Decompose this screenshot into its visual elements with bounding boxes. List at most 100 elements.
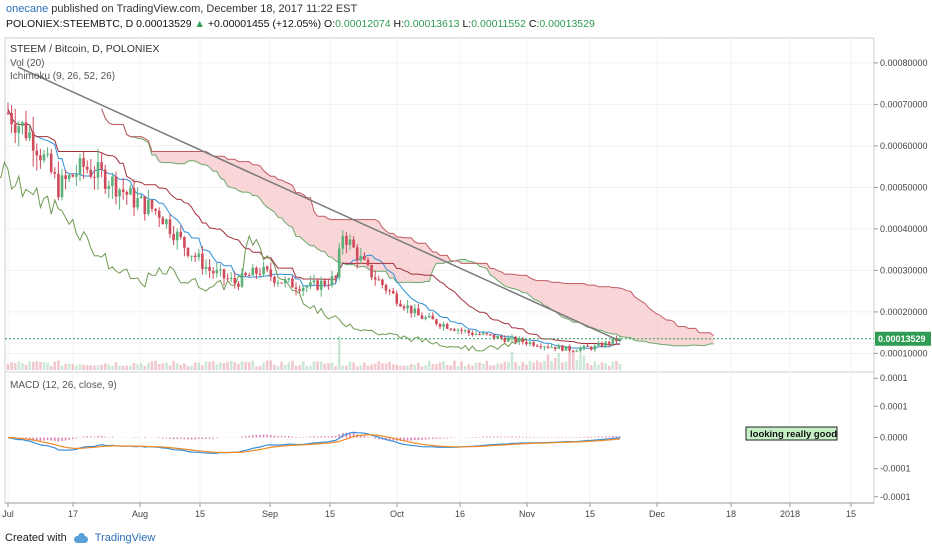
volume-bar bbox=[478, 362, 481, 370]
cloud-segment bbox=[684, 326, 689, 346]
volume-bar bbox=[175, 363, 179, 370]
volume-bar bbox=[161, 363, 165, 370]
cloud-segment bbox=[220, 156, 224, 180]
candle-body bbox=[255, 267, 258, 274]
candle-body bbox=[449, 328, 453, 330]
volume-bar bbox=[528, 360, 532, 370]
volume-bar bbox=[21, 363, 24, 370]
cloud-segment bbox=[634, 296, 638, 342]
cloud-segment bbox=[263, 170, 268, 208]
volume-bar bbox=[381, 363, 384, 370]
candle-body bbox=[75, 174, 78, 177]
volume-bar bbox=[276, 366, 280, 370]
volume-bar bbox=[312, 361, 316, 370]
cloud-segment bbox=[360, 219, 365, 267]
candle-body bbox=[550, 346, 553, 348]
candle-body bbox=[427, 315, 431, 318]
cloud-segment bbox=[537, 280, 541, 303]
cloud-segment bbox=[177, 151, 181, 164]
volume-bar bbox=[305, 365, 309, 370]
candle-body bbox=[597, 343, 600, 346]
last-price: 0.00013529 bbox=[136, 18, 192, 30]
volume-bar bbox=[471, 365, 474, 370]
candle-body bbox=[568, 346, 571, 351]
candle-body bbox=[528, 342, 532, 345]
candle-body bbox=[226, 278, 229, 280]
volume-bar bbox=[49, 366, 53, 370]
volume-bar bbox=[157, 363, 161, 370]
volume-bar bbox=[262, 362, 265, 370]
cloud-segment bbox=[569, 283, 574, 323]
cloud-segment bbox=[328, 218, 332, 258]
candle-body bbox=[557, 345, 561, 349]
candle-body bbox=[471, 332, 474, 335]
y-tick-label: 0.00030000 bbox=[880, 265, 928, 275]
cloud-segment bbox=[501, 271, 505, 287]
volume-bar bbox=[341, 365, 345, 370]
candle-body bbox=[607, 341, 611, 344]
cloud-segment bbox=[382, 227, 386, 272]
volume-bar bbox=[258, 365, 262, 370]
volume-bar bbox=[121, 365, 125, 370]
last-price-tag bbox=[875, 331, 931, 346]
symbol-label: POLONIEX:STEEMBTC, D bbox=[6, 18, 134, 30]
candle-body bbox=[165, 219, 168, 225]
candle-body bbox=[438, 324, 442, 327]
cloud-segment bbox=[677, 326, 682, 346]
cloud-segment bbox=[389, 233, 394, 279]
cloud-segment bbox=[321, 216, 325, 252]
candle-body bbox=[201, 253, 204, 269]
cloud-segment bbox=[666, 320, 671, 346]
candle-body bbox=[67, 174, 71, 180]
candle-body bbox=[143, 196, 147, 215]
candle-body bbox=[283, 279, 287, 284]
candle-body bbox=[593, 345, 597, 350]
cloud-segment bbox=[522, 275, 527, 293]
candle-body bbox=[445, 324, 449, 329]
volume-bar bbox=[273, 364, 276, 370]
candle-body bbox=[172, 233, 175, 241]
volume-bar bbox=[280, 361, 283, 370]
candle-body bbox=[413, 308, 417, 314]
volume-bar bbox=[222, 362, 226, 370]
cloud-segment bbox=[540, 280, 545, 306]
volume-bar bbox=[96, 365, 100, 370]
cloud-segment bbox=[562, 283, 566, 319]
volume-bar bbox=[420, 366, 424, 370]
volume-bar bbox=[514, 362, 517, 370]
volume-bar bbox=[359, 365, 363, 370]
volume-bar bbox=[132, 362, 136, 370]
volume-bar bbox=[510, 352, 514, 370]
candle-body bbox=[341, 236, 345, 249]
annotation-text: looking really good bbox=[750, 429, 837, 440]
volume-bar bbox=[35, 361, 39, 370]
volume-bar bbox=[611, 361, 615, 370]
publish-info: onecane published on TradingView.com, De… bbox=[6, 3, 357, 15]
cloud-segment bbox=[598, 286, 602, 331]
candle-body bbox=[96, 162, 100, 178]
cloud-segment bbox=[504, 274, 509, 288]
volume-bar bbox=[521, 362, 525, 370]
cloud-segment bbox=[670, 320, 674, 346]
volume-bar bbox=[532, 362, 535, 370]
volume-bar bbox=[237, 364, 240, 370]
candle-body bbox=[114, 176, 118, 197]
volume-bar bbox=[399, 365, 402, 370]
cloud-segment bbox=[274, 176, 278, 218]
candle-body bbox=[463, 330, 467, 332]
candle-body bbox=[391, 290, 395, 294]
ichimoku-legend-label: Ichimoku (9, 26, 52, 26) bbox=[10, 71, 115, 82]
candle-body bbox=[600, 343, 604, 347]
axes: 0.00080000 0.00070000 0.00060000 0.00050000… bbox=[2, 58, 931, 519]
tradingview-brand[interactable]: TradingView bbox=[94, 532, 156, 544]
author-link[interactable]: onecane bbox=[6, 3, 49, 15]
candle-body bbox=[107, 185, 111, 189]
volume-bar bbox=[352, 362, 355, 370]
x-tick-label: 2018 bbox=[780, 509, 800, 519]
cloud-segment bbox=[530, 277, 534, 300]
candle-body bbox=[377, 279, 381, 281]
candle-body bbox=[204, 266, 208, 269]
candle-body bbox=[35, 150, 39, 156]
candle-body bbox=[60, 175, 64, 198]
